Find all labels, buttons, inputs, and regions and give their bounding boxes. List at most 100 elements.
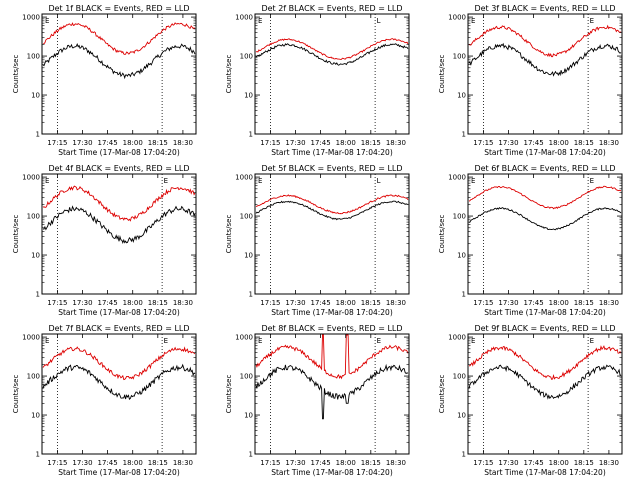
x-axis-label: Start Time (17-Mar-08 17:04:20) [58,308,180,317]
x-tick-label: 17:15 [473,139,493,147]
event-marker: E [590,17,594,25]
chart-title: Det 1f BLACK = Events, RED = LLD [48,4,189,13]
x-tick-label: 17:30 [498,139,518,147]
y-tick-label: 10 [457,92,466,100]
x-tick-label: 17:45 [311,459,331,467]
x-tick-label: 17:45 [311,139,331,147]
y-axis-label: Counts/sec [438,55,446,94]
series-line-lld [255,334,409,380]
x-tick-label: 18:15 [361,459,381,467]
x-tick-label: 17:45 [524,299,544,307]
x-tick-label: 17:30 [72,459,92,467]
event-marker: E [45,177,49,185]
y-tick-label: 10 [244,412,253,420]
x-tick-label: 18:30 [599,459,619,467]
x-tick-label: 17:45 [524,139,544,147]
series-line-lld [468,185,622,210]
y-axis-label: Counts/sec [438,375,446,414]
y-axis-label: Counts/sec [225,215,233,254]
x-tick-label: 18:00 [123,139,143,147]
x-tick-label: 17:45 [98,459,118,467]
x-axis-label: Start Time (17-Mar-08 17:04:20) [484,308,606,317]
plot-frame [254,13,410,135]
event-marker: E [471,337,475,345]
y-tick-label: 100 [27,53,40,61]
event-marker: E [164,177,168,185]
series-line-events [468,207,622,231]
x-tick-label: 17:30 [285,459,305,467]
x-tick-label: 17:30 [72,299,92,307]
series-line-events [255,43,409,66]
x-axis-label: Start Time (17-Mar-08 17:04:20) [271,468,393,477]
x-tick-label: 18:30 [173,139,193,147]
plot-frame [41,333,197,455]
x-tick-label: 17:30 [285,299,305,307]
x-tick-label: 18:15 [148,299,168,307]
y-tick-label: 1 [36,451,40,459]
x-tick-label: 18:30 [173,299,193,307]
x-tick-label: 18:00 [336,139,356,147]
x-tick-label: 18:00 [336,459,356,467]
series-line-events [42,363,196,400]
chart-title: Det 8f BLACK = Events, RED = LLD [261,324,402,333]
event-marker: L [377,17,381,25]
x-axis-label: Start Time (17-Mar-08 17:04:20) [484,468,606,477]
y-axis-label: Counts/sec [12,55,20,94]
y-tick-label: 10 [31,412,40,420]
y-tick-label: 100 [240,53,253,61]
y-axis-label: Counts/sec [225,55,233,94]
x-tick-label: 17:15 [260,299,280,307]
series-line-lld [42,346,196,381]
x-axis-label: Start Time (17-Mar-08 17:04:20) [271,148,393,157]
x-tick-label: 18:15 [574,299,594,307]
x-tick-label: 17:30 [285,139,305,147]
x-tick-label: 17:45 [311,299,331,307]
y-axis-label: Counts/sec [225,375,233,414]
series-line-lld [255,194,409,215]
plot-frame [254,333,410,455]
y-tick-label: 100 [453,53,466,61]
event-marker: E [258,177,262,185]
x-tick-label: 17:15 [473,299,493,307]
y-tick-label: 1000 [235,334,253,342]
event-marker: E [590,337,594,345]
x-tick-label: 17:45 [98,139,118,147]
chart-panel: Det 9f BLACK = Events, RED = LLD 1 10 100 10… [438,324,623,477]
y-tick-label: 1000 [235,174,253,182]
chart-panel: Det 1f BLACK = Events, RED = LLD 1 10 100 10… [12,4,197,157]
y-axis-label: Counts/sec [438,215,446,254]
x-tick-label: 17:30 [498,299,518,307]
y-tick-label: 1 [36,131,40,139]
x-tick-label: 18:30 [599,299,619,307]
series-line-lld [468,24,622,58]
event-marker: E [258,17,262,25]
series-line-events [255,200,409,221]
plot-frame [41,173,197,295]
plot-frame [467,173,623,295]
chart-title: Det 3f BLACK = Events, RED = LLD [474,4,615,13]
chart-panel: Det 5f BLACK = Events, RED = LLD 1 10 100 10… [225,164,410,317]
x-axis-label: Start Time (17-Mar-08 17:04:20) [271,308,393,317]
series-line-lld [255,38,409,60]
x-tick-label: 17:15 [260,139,280,147]
y-tick-label: 10 [244,252,253,260]
x-tick-label: 18:00 [123,299,143,307]
x-tick-label: 18:30 [386,459,406,467]
chart-title: Det 5f BLACK = Events, RED = LLD [261,164,402,173]
chart-title: Det 9f BLACK = Events, RED = LLD [474,324,615,333]
series-line-events [468,364,622,400]
event-marker: E [471,17,475,25]
chart-panel: Det 4f BLACK = Events, RED = LLD 1 10 100 10… [12,164,197,317]
chart-panel: Det 2f BLACK = Events, RED = LLD 1 10 100 10… [225,4,410,157]
x-tick-label: 18:30 [173,459,193,467]
x-tick-label: 18:00 [123,459,143,467]
series-line-lld [469,345,622,380]
y-tick-label: 100 [27,213,40,221]
series-line-events [42,205,196,244]
x-tick-label: 17:15 [47,459,67,467]
y-tick-label: 1 [462,291,466,299]
x-tick-label: 18:15 [574,459,594,467]
x-axis-label: Start Time (17-Mar-08 17:04:20) [58,148,180,157]
event-marker: E [164,337,168,345]
